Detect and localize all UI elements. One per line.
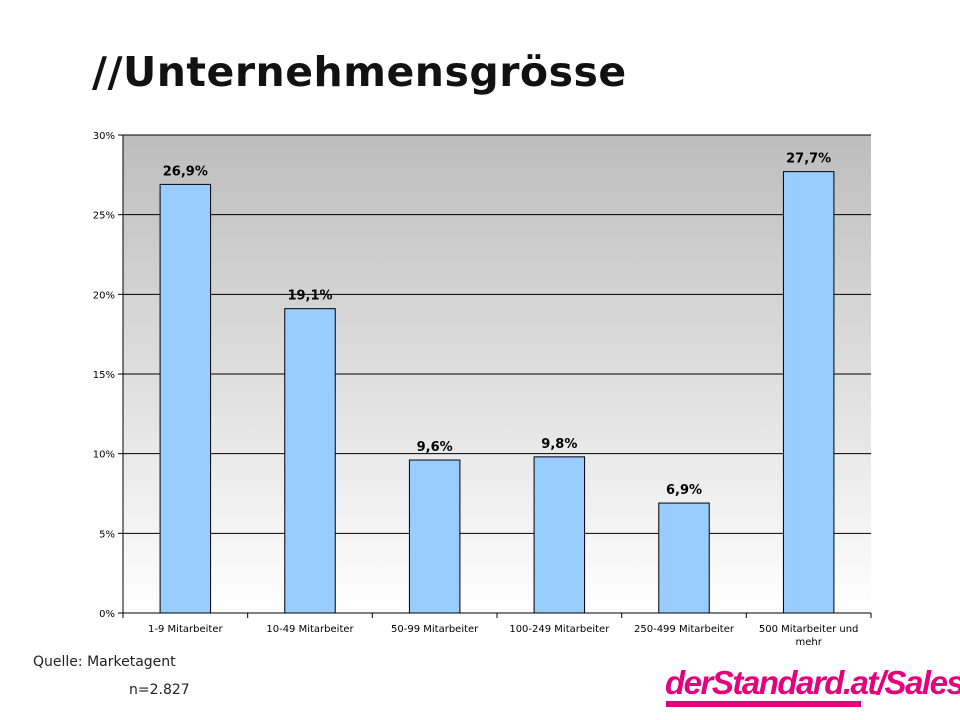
data-label: 26,9% <box>163 164 208 179</box>
y-tick-label: 15% <box>93 370 115 381</box>
brand-suffix: /Sales <box>876 664 960 701</box>
brand-underline <box>666 701 861 707</box>
y-axis-labels: 0% 5% 10% 15% 20% 25% 30% <box>93 131 115 620</box>
bar <box>284 308 336 614</box>
x-tick-label: 1-9 Mitarbeiter <box>148 624 223 635</box>
sample-size-note: n=2.827 <box>129 682 190 698</box>
x-tick-label: 10-49 Mitarbeiter <box>266 624 354 635</box>
source-note: Quelle: Marketagent <box>33 654 176 670</box>
bar <box>408 459 461 614</box>
brand-logo: derStandard.at/Sales <box>665 666 960 699</box>
axes <box>122 135 872 618</box>
y-tick-label: 20% <box>93 290 115 301</box>
bar <box>533 456 586 614</box>
gridlines <box>118 134 871 614</box>
bar <box>782 171 835 614</box>
x-tick-label: mehr <box>795 637 822 648</box>
brand-name: derStandard.at <box>665 664 878 701</box>
y-tick-label: 10% <box>93 450 115 461</box>
x-tick-label: 500 Mitarbeiter und <box>759 624 859 635</box>
bar <box>658 502 710 614</box>
x-tick-label: 250-499 Mitarbeiter <box>634 624 735 635</box>
data-label: 9,8% <box>541 437 577 452</box>
x-tick-label: 50-99 Mitarbeiter <box>391 624 479 635</box>
data-labels: 26,9% 19,1% 9,6% 9,8% 6,9% 27,7% <box>163 152 831 498</box>
data-label: 27,7% <box>786 152 831 167</box>
data-label: 9,6% <box>417 440 453 455</box>
page-title: //Unternehmensgrösse <box>92 48 627 96</box>
x-tick-label: 100-249 Mitarbeiter <box>509 624 610 635</box>
data-label: 19,1% <box>287 289 332 304</box>
y-tick-label: 5% <box>99 529 115 540</box>
bar <box>159 183 212 614</box>
bars <box>159 171 835 614</box>
x-axis-labels: 1-9 Mitarbeiter 10-49 Mitarbeiter 50-99 Mi… <box>148 624 858 648</box>
y-tick-label: 0% <box>99 609 115 620</box>
y-tick-label: 25% <box>93 211 115 222</box>
data-label: 6,9% <box>666 483 702 498</box>
y-tick-label: 30% <box>93 131 115 142</box>
